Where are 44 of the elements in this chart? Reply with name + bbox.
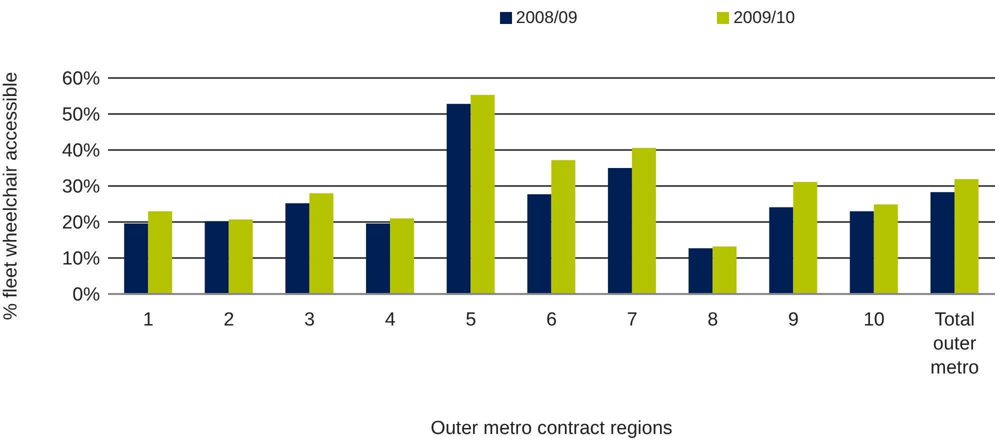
bar — [309, 193, 334, 294]
x-tick-label: 4 — [384, 309, 396, 330]
bar — [285, 203, 310, 294]
y-tick-label: 50% — [62, 104, 100, 126]
y-tick-label: 20% — [62, 212, 100, 234]
x-axis-title: Outer metro contract regions — [430, 418, 672, 439]
x-tick-label: 5 — [466, 309, 476, 330]
legend-label: 2008/09 — [516, 8, 578, 28]
bar — [712, 246, 737, 294]
bar — [148, 211, 172, 294]
bar — [228, 219, 253, 294]
bar — [527, 194, 552, 294]
bar — [446, 104, 471, 294]
y-axis-title: % fleet wheelchair accessible — [0, 72, 22, 320]
bar — [124, 223, 148, 294]
y-tick-label: 60% — [62, 68, 100, 90]
bar — [874, 204, 898, 294]
y-tick-label: 10% — [62, 248, 100, 270]
bar — [850, 211, 874, 294]
y-tick-label: 40% — [62, 140, 100, 162]
bar — [390, 218, 414, 294]
bar — [204, 221, 229, 294]
y-tick-label: 30% — [62, 176, 100, 198]
x-tick-label: 10 — [863, 309, 885, 330]
x-tick-label: Total outer metro — [930, 309, 979, 378]
x-tick-label: 8 — [707, 309, 718, 330]
x-tick-label: 6 — [546, 309, 557, 330]
bar — [632, 148, 656, 294]
bar — [470, 94, 495, 294]
bar — [551, 160, 576, 294]
x-tick-label: 7 — [626, 309, 638, 330]
bar — [930, 192, 954, 294]
bar — [688, 248, 713, 294]
bar — [954, 179, 978, 294]
x-tick-label: 3 — [304, 309, 315, 330]
x-tick-label: 9 — [788, 309, 799, 330]
x-tick-label: 2 — [224, 309, 234, 330]
legend-label: 2009/10 — [733, 8, 795, 28]
bar — [366, 223, 390, 294]
bar — [608, 168, 632, 294]
x-tick-label: 1 — [143, 309, 154, 330]
bar — [793, 182, 818, 294]
y-tick-label: 0% — [72, 284, 100, 306]
bar — [769, 207, 794, 294]
